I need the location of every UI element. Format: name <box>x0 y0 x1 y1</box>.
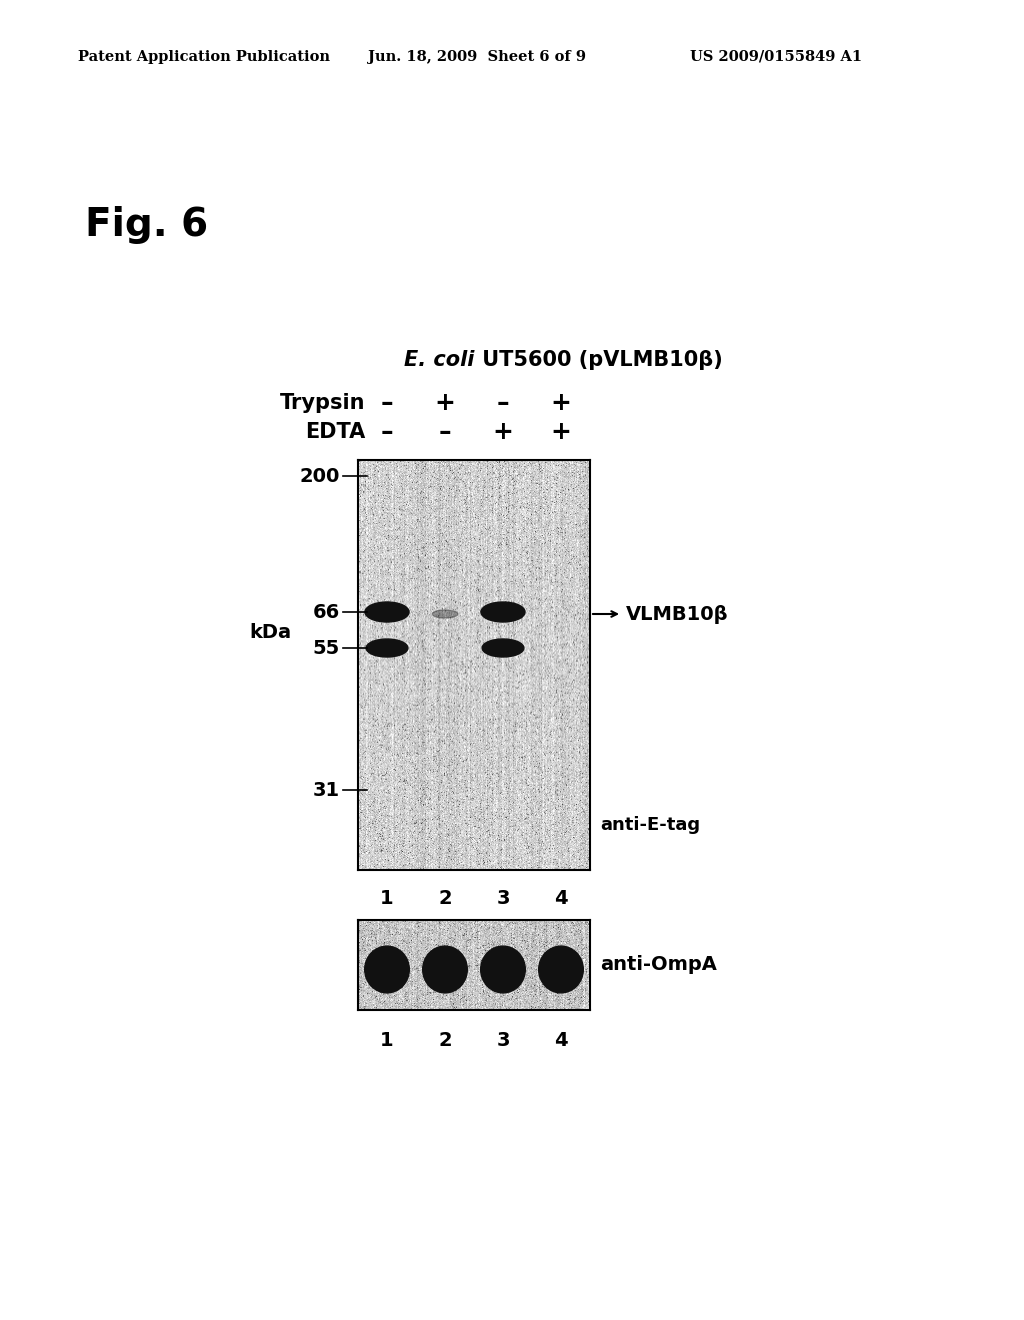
Text: –: – <box>381 391 393 414</box>
Text: VLMB10β: VLMB10β <box>626 605 728 623</box>
Text: +: + <box>551 391 571 414</box>
Ellipse shape <box>432 610 458 618</box>
Text: UT5600 (pVLMB10β): UT5600 (pVLMB10β) <box>475 350 723 370</box>
Ellipse shape <box>367 639 408 657</box>
Ellipse shape <box>482 639 524 657</box>
Text: Fig. 6: Fig. 6 <box>85 206 208 244</box>
Text: anti-OmpA: anti-OmpA <box>600 956 717 974</box>
Text: 2: 2 <box>438 888 452 908</box>
Text: 1: 1 <box>380 1031 394 1049</box>
Text: 4: 4 <box>554 888 568 908</box>
Text: +: + <box>434 391 456 414</box>
Text: 3: 3 <box>497 888 510 908</box>
Text: –: – <box>497 391 509 414</box>
Text: E. coli: E. coli <box>403 350 474 370</box>
Text: 31: 31 <box>313 780 340 800</box>
Ellipse shape <box>365 602 409 622</box>
Text: Jun. 18, 2009  Sheet 6 of 9: Jun. 18, 2009 Sheet 6 of 9 <box>368 50 586 63</box>
Ellipse shape <box>365 946 410 993</box>
Text: –: – <box>438 420 452 444</box>
Text: +: + <box>493 420 513 444</box>
Text: 1: 1 <box>380 888 394 908</box>
Text: Trypsin: Trypsin <box>280 393 365 413</box>
Text: kDa: kDa <box>249 623 291 643</box>
Text: 3: 3 <box>497 1031 510 1049</box>
Ellipse shape <box>480 946 525 993</box>
Text: US 2009/0155849 A1: US 2009/0155849 A1 <box>690 50 862 63</box>
Text: 55: 55 <box>312 639 340 657</box>
Text: 200: 200 <box>300 466 340 486</box>
Text: EDTA: EDTA <box>305 422 365 442</box>
Ellipse shape <box>539 946 584 993</box>
Text: anti-E-tag: anti-E-tag <box>600 816 700 834</box>
Text: 2: 2 <box>438 1031 452 1049</box>
Text: +: + <box>551 420 571 444</box>
Text: Patent Application Publication: Patent Application Publication <box>78 50 330 63</box>
Text: 4: 4 <box>554 1031 568 1049</box>
Ellipse shape <box>481 602 525 622</box>
Ellipse shape <box>423 946 467 993</box>
Text: –: – <box>381 420 393 444</box>
Text: 66: 66 <box>312 602 340 622</box>
